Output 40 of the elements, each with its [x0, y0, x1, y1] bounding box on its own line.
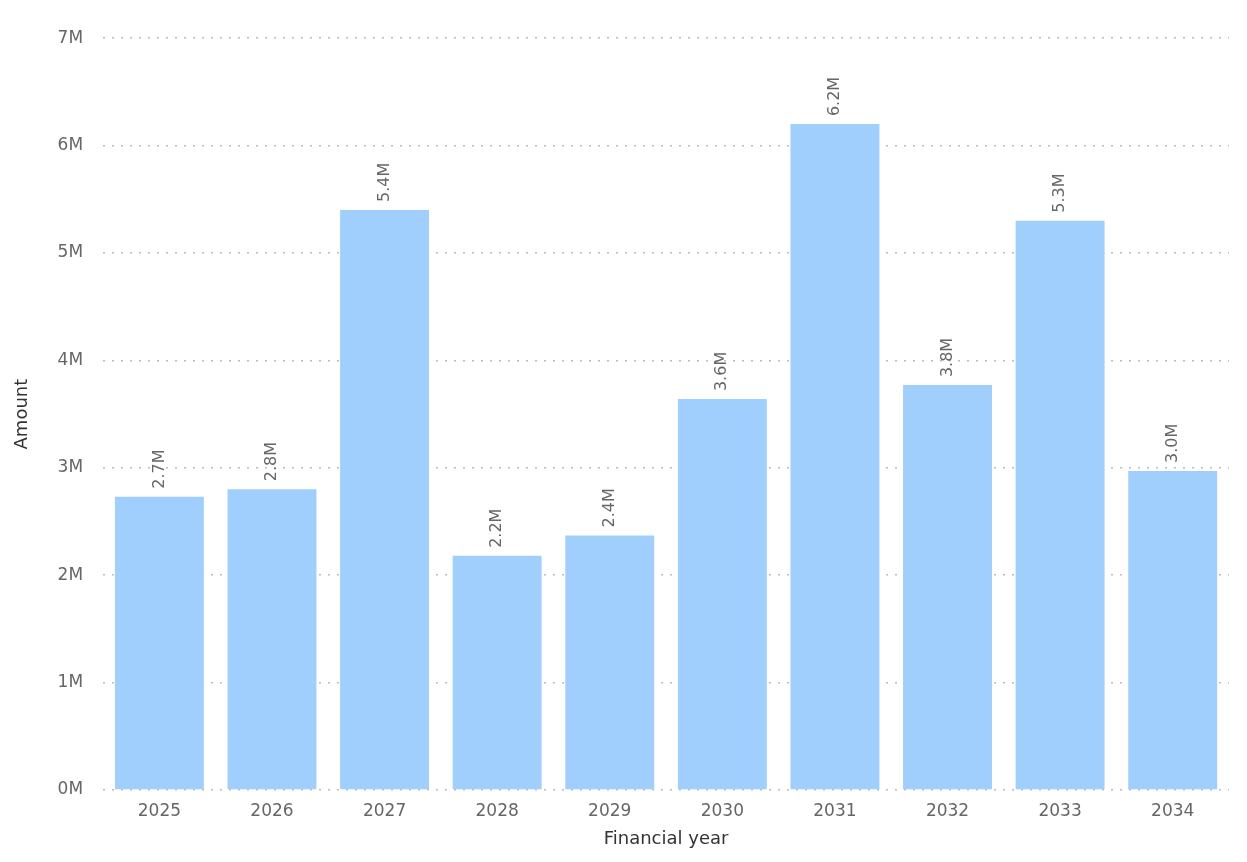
- bar: [565, 535, 655, 790]
- y-axis-title: Amount: [10, 378, 32, 450]
- bar: [1015, 220, 1105, 790]
- x-tick-label: 2030: [700, 799, 744, 820]
- data-label: 2.2M: [486, 508, 506, 548]
- y-tick-label: 7M: [57, 26, 84, 47]
- data-label: 6.2M: [824, 76, 844, 117]
- bar: [677, 399, 767, 790]
- x-tick-label: 2034: [1151, 799, 1195, 820]
- data-label: 2.7M: [148, 449, 168, 489]
- data-label: 2.8M: [261, 442, 281, 482]
- x-tick-label: 2025: [137, 799, 182, 820]
- data-label: 3.0M: [1161, 423, 1181, 464]
- x-tick-label: 2027: [362, 799, 407, 820]
- data-label: 2.4M: [598, 488, 618, 528]
- data-label: 3.8M: [936, 337, 956, 378]
- y-tick-label: 5M: [57, 241, 84, 262]
- x-tick-label: 2029: [588, 799, 632, 820]
- y-tick-label: 4M: [57, 348, 84, 369]
- x-tick-label: 2028: [475, 799, 519, 820]
- bar: [903, 385, 992, 790]
- x-axis-title: Financial year: [603, 826, 729, 848]
- x-tick-label: 2033: [1038, 799, 1082, 820]
- bar: [340, 210, 430, 790]
- data-label: 5.4M: [373, 162, 393, 203]
- y-tick-label: 6M: [57, 134, 84, 155]
- bar: [790, 124, 880, 790]
- y-tick-label: 0M: [57, 778, 84, 799]
- y-tick-label: 1M: [57, 671, 84, 692]
- bar: [1128, 471, 1218, 790]
- data-label: 3.6M: [711, 351, 731, 392]
- x-tick-label: 2031: [813, 799, 857, 820]
- bar: [227, 489, 317, 790]
- y-tick-label: 3M: [57, 456, 84, 477]
- x-tick-label: 2032: [925, 799, 970, 820]
- data-label: 5.3M: [1049, 173, 1069, 213]
- y-tick-label: 2M: [57, 563, 84, 584]
- bar: [114, 496, 204, 790]
- x-tick-label: 2026: [250, 799, 294, 820]
- bar: [452, 555, 542, 790]
